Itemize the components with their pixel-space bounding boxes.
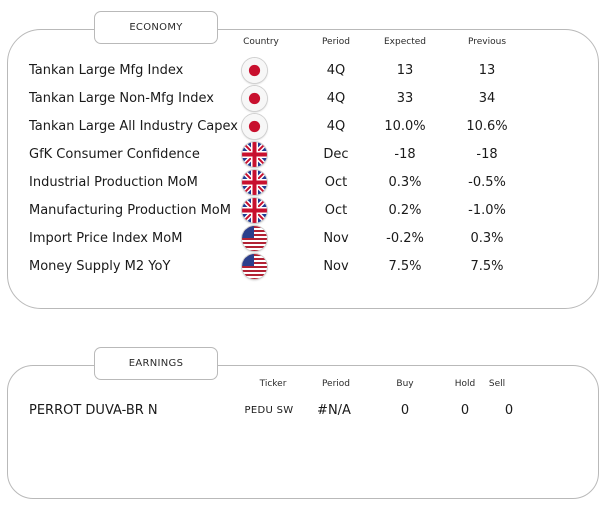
buy-column-header: Buy bbox=[396, 379, 414, 389]
us-flag-icon bbox=[242, 226, 267, 251]
previous-value: 0.3% bbox=[470, 231, 504, 246]
previous-value: 10.6% bbox=[466, 119, 508, 134]
previous-value: 7.5% bbox=[470, 259, 504, 274]
indicator-name: Money Supply M2 YoY bbox=[29, 259, 171, 274]
sell-column-header: Sell bbox=[488, 379, 506, 389]
expected-value: 0.2% bbox=[388, 203, 422, 218]
ticker-value: PEDU SW bbox=[244, 405, 294, 416]
economy-row[interactable]: Import Price Index MoM Nov -0.2% 0.3% bbox=[0, 225, 606, 253]
economy-tab[interactable]: ECONOMY bbox=[94, 11, 218, 44]
hold-column-header: Hold bbox=[454, 379, 476, 389]
previous-value: 34 bbox=[478, 91, 496, 106]
expected-value: 13 bbox=[396, 63, 414, 78]
period-column-header: Period bbox=[321, 379, 351, 389]
expected-value: 7.5% bbox=[388, 259, 422, 274]
economy-row[interactable]: GfK Consumer Confidence Dec -18 -18 bbox=[0, 141, 606, 169]
sell-value: 0 bbox=[504, 403, 514, 418]
expected-value: -18 bbox=[394, 147, 416, 162]
hold-value: 0 bbox=[460, 403, 470, 418]
company-name: PERROT DUVA-BR N bbox=[29, 403, 158, 418]
previous-value: 13 bbox=[478, 63, 496, 78]
indicator-name: Import Price Index MoM bbox=[29, 231, 183, 246]
period-value: Oct bbox=[324, 203, 348, 218]
japan-flag-icon bbox=[242, 58, 267, 83]
uk-flag-icon bbox=[242, 170, 267, 195]
period-value: 4Q bbox=[326, 63, 346, 78]
earnings-panel bbox=[7, 365, 599, 499]
previous-column-header: Previous bbox=[467, 37, 507, 47]
period-value: 4Q bbox=[326, 91, 346, 106]
country-column-header: Country bbox=[243, 37, 279, 47]
economy-panel bbox=[7, 29, 599, 309]
period-value: Nov bbox=[323, 259, 349, 274]
economy-row[interactable]: Tankan Large Mfg Index 4Q 13 13 bbox=[0, 57, 606, 85]
expected-value: 10.0% bbox=[384, 119, 426, 134]
period-value: Nov bbox=[323, 231, 349, 246]
period-value: #N/A bbox=[317, 403, 351, 418]
indicator-name: Manufacturing Production MoM bbox=[29, 203, 231, 218]
us-flag-icon bbox=[242, 254, 267, 279]
earnings-tab[interactable]: EARNINGS bbox=[94, 347, 218, 380]
economy-row[interactable]: Tankan Large All Industry Capex 4Q 10.0%… bbox=[0, 113, 606, 141]
indicator-name: GfK Consumer Confidence bbox=[29, 147, 200, 162]
previous-value: -18 bbox=[476, 147, 498, 162]
uk-flag-icon bbox=[242, 142, 267, 167]
uk-flag-icon bbox=[242, 198, 267, 223]
previous-value: -0.5% bbox=[468, 175, 506, 190]
indicator-name: Industrial Production MoM bbox=[29, 175, 198, 190]
economy-row[interactable]: Manufacturing Production MoM Oct 0.2% -1… bbox=[0, 197, 606, 225]
economy-row[interactable]: Industrial Production MoM Oct 0.3% -0.5% bbox=[0, 169, 606, 197]
economy-row[interactable]: Tankan Large Non-Mfg Index 4Q 33 34 bbox=[0, 85, 606, 113]
japan-flag-icon bbox=[242, 86, 267, 111]
period-value: Dec bbox=[323, 147, 349, 162]
expected-value: -0.2% bbox=[386, 231, 424, 246]
expected-column-header: Expected bbox=[384, 37, 426, 47]
economy-row[interactable]: Money Supply M2 YoY Nov 7.5% 7.5% bbox=[0, 253, 606, 281]
buy-value: 0 bbox=[400, 403, 410, 418]
japan-flag-icon bbox=[242, 114, 267, 139]
previous-value: -1.0% bbox=[468, 203, 506, 218]
expected-value: 33 bbox=[396, 91, 414, 106]
indicator-name: Tankan Large Mfg Index bbox=[29, 63, 184, 78]
earnings-row[interactable]: PERROT DUVA-BR N PEDU SW #N/A 0 0 0 bbox=[0, 398, 606, 426]
period-column-header: Period bbox=[321, 37, 351, 47]
ticker-column-header: Ticker bbox=[259, 379, 287, 389]
expected-value: 0.3% bbox=[388, 175, 422, 190]
indicator-name: Tankan Large Non-Mfg Index bbox=[29, 91, 214, 106]
indicator-name: Tankan Large All Industry Capex bbox=[29, 119, 238, 134]
period-value: 4Q bbox=[326, 119, 346, 134]
period-value: Oct bbox=[324, 175, 348, 190]
